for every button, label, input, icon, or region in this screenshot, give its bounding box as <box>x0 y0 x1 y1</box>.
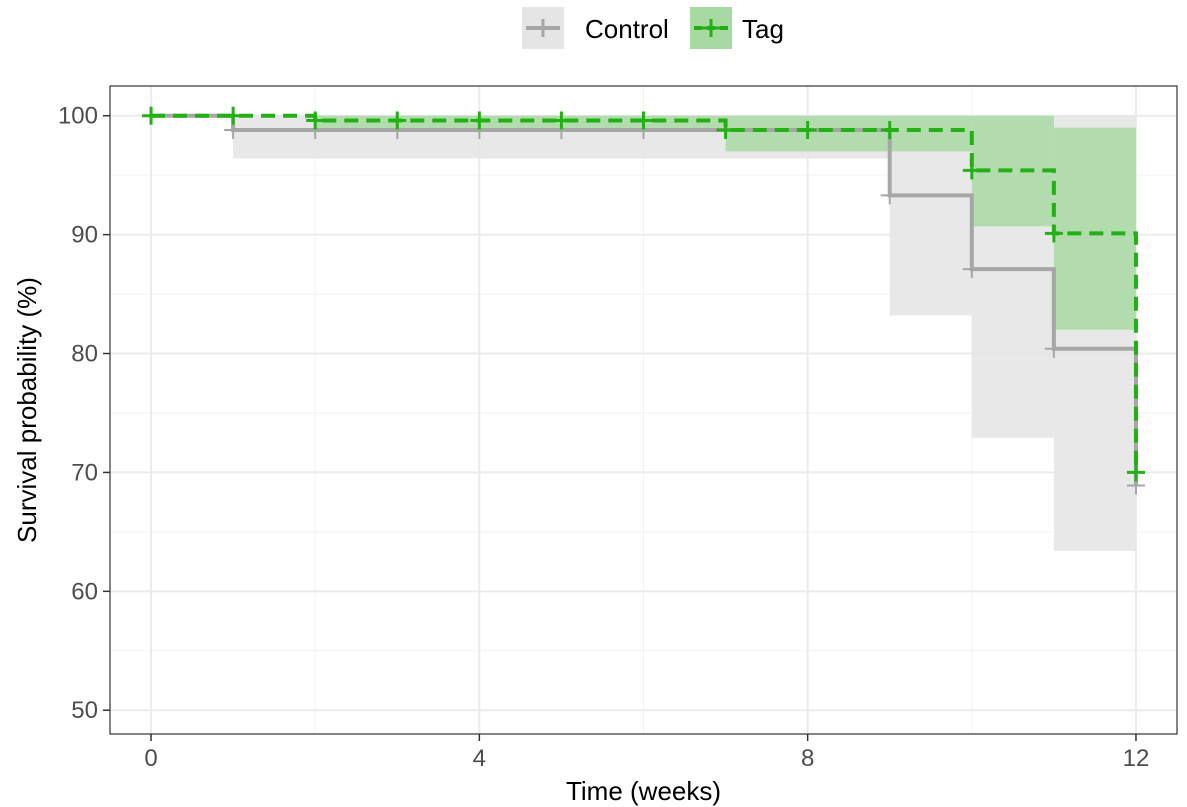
legend-label-tag: Tag <box>742 14 784 44</box>
legend-key-control <box>522 7 564 49</box>
x-axis: 0 4 8 12 <box>144 734 1149 772</box>
y-tick-label: 80 <box>71 341 98 368</box>
tag-confidence-band <box>725 115 972 152</box>
x-tick-label: 8 <box>801 745 814 772</box>
y-tick-label: 50 <box>71 697 98 724</box>
tag-censor-mark <box>880 120 899 139</box>
legend-key-tag <box>690 7 732 49</box>
tag-censor-mark <box>552 111 571 130</box>
plot-border <box>109 85 1178 735</box>
tag-censor-mark <box>388 111 407 130</box>
plot-area <box>109 85 1178 735</box>
x-tick-label: 0 <box>144 745 157 772</box>
legend: Control Tag <box>522 7 784 49</box>
y-axis-title: Survival probability (%) <box>12 277 42 543</box>
y-axis: 50 60 70 80 90 100 <box>58 103 110 724</box>
x-tick-label: 4 <box>473 745 486 772</box>
tag-confidence-band <box>315 115 726 130</box>
y-tick-label: 100 <box>58 103 98 130</box>
x-axis-title: Time (weeks) <box>566 776 721 806</box>
y-tick-label: 90 <box>71 222 98 249</box>
tag-censor-mark <box>962 161 981 180</box>
tag-censor-mark <box>1044 224 1063 243</box>
y-tick-label: 60 <box>71 578 98 605</box>
control-censor-mark <box>962 260 981 279</box>
control-censor-mark <box>1044 339 1063 358</box>
tag-censor-mark <box>224 106 243 125</box>
legend-label-control: Control <box>585 14 669 44</box>
tag-censor-mark <box>798 120 817 139</box>
tag-censor-mark <box>1126 463 1145 482</box>
control-censor-mark <box>880 186 899 205</box>
y-tick-label: 70 <box>71 459 98 486</box>
tag-censor-mark <box>142 106 161 125</box>
tag-censor-mark <box>634 111 653 130</box>
tag-censor-mark <box>306 111 325 130</box>
tag-censor-mark <box>470 111 489 130</box>
x-tick-label: 12 <box>1123 745 1150 772</box>
tag-confidence-band <box>1053 127 1136 330</box>
tag-censor-mark <box>716 120 735 139</box>
